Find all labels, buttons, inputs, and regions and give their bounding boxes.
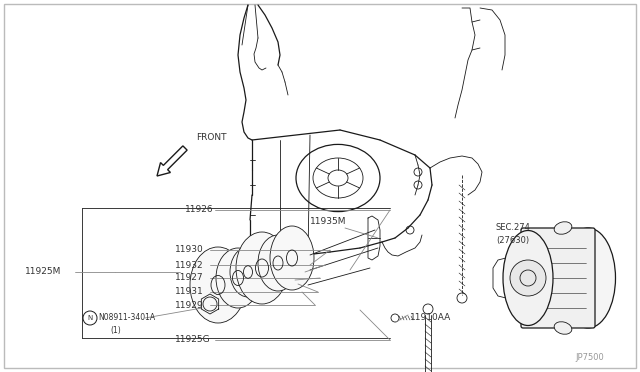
Text: JP7500: JP7500 [575,353,604,362]
Ellipse shape [503,231,553,326]
Ellipse shape [230,247,266,297]
Text: 11925M: 11925M [25,267,61,276]
Text: 11931: 11931 [175,288,204,296]
Ellipse shape [236,232,288,304]
Ellipse shape [190,247,246,323]
Text: SEC.274: SEC.274 [496,224,531,232]
FancyArrow shape [157,146,187,176]
Text: 11925G: 11925G [175,336,211,344]
Ellipse shape [270,226,314,290]
Ellipse shape [561,228,616,328]
Text: N08911-3401A: N08911-3401A [98,314,155,323]
Circle shape [510,260,546,296]
Text: 11929: 11929 [175,301,204,310]
Text: FRONT: FRONT [196,134,227,142]
Ellipse shape [554,322,572,334]
Circle shape [457,293,467,303]
Ellipse shape [554,222,572,234]
Text: N: N [88,315,93,321]
Text: 11932: 11932 [175,260,204,269]
Text: 11935M: 11935M [310,218,346,227]
Ellipse shape [258,235,298,291]
Text: 11910AA: 11910AA [410,314,451,323]
Ellipse shape [216,248,260,308]
Text: 11926: 11926 [185,205,214,215]
Circle shape [423,304,433,314]
Text: 11930: 11930 [175,246,204,254]
Text: (27630): (27630) [496,235,529,244]
Text: 11927: 11927 [175,273,204,282]
FancyBboxPatch shape [521,228,595,328]
Text: (1): (1) [110,326,121,334]
Circle shape [203,297,217,311]
